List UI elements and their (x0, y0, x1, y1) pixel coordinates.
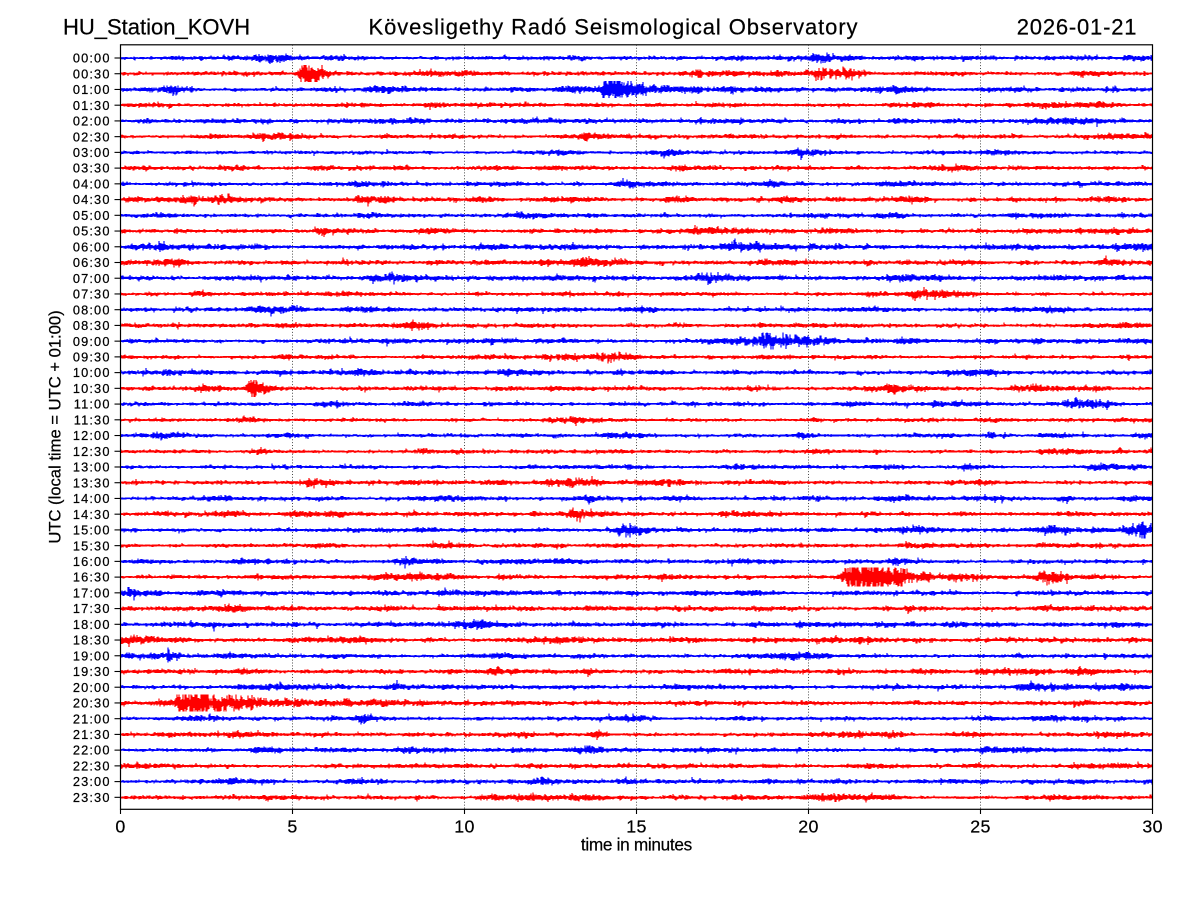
svg-text:time in minutes: time in minutes (581, 835, 692, 855)
svg-text:09:30: 09:30 (73, 349, 111, 364)
svg-text:10:00: 10:00 (73, 365, 111, 380)
svg-text:11:30: 11:30 (74, 412, 111, 427)
svg-text:07:00: 07:00 (73, 271, 111, 286)
svg-text:00:00: 00:00 (73, 51, 111, 66)
svg-text:01:30: 01:30 (73, 98, 111, 113)
svg-text:HU_Station_KOVH: HU_Station_KOVH (63, 15, 250, 40)
svg-text:08:30: 08:30 (73, 318, 111, 333)
svg-text:02:30: 02:30 (73, 129, 111, 144)
svg-text:15:30: 15:30 (73, 538, 111, 553)
svg-text:12:00: 12:00 (73, 428, 111, 443)
svg-text:23:00: 23:00 (73, 774, 111, 789)
svg-text:13:30: 13:30 (73, 475, 111, 490)
svg-text:05:30: 05:30 (73, 224, 111, 239)
svg-text:14:00: 14:00 (73, 491, 111, 506)
svg-text:12:30: 12:30 (73, 444, 111, 459)
svg-text:14:30: 14:30 (73, 507, 111, 522)
svg-text:22:30: 22:30 (73, 758, 111, 773)
svg-text:19:00: 19:00 (73, 648, 111, 663)
svg-text:09:00: 09:00 (73, 334, 111, 349)
svg-text:05:00: 05:00 (73, 208, 111, 223)
svg-text:11:00: 11:00 (74, 397, 111, 412)
svg-text:21:30: 21:30 (73, 727, 111, 742)
svg-text:16:00: 16:00 (73, 554, 111, 569)
svg-text:23:30: 23:30 (73, 790, 111, 805)
svg-text:30: 30 (1142, 817, 1163, 837)
svg-text:01:00: 01:00 (73, 82, 111, 97)
svg-text:5: 5 (287, 817, 297, 837)
svg-text:03:30: 03:30 (73, 161, 111, 176)
svg-text:02:00: 02:00 (73, 114, 111, 129)
svg-text:10:30: 10:30 (73, 381, 111, 396)
svg-text:08:00: 08:00 (73, 302, 111, 317)
svg-text:10: 10 (454, 817, 475, 837)
svg-text:18:30: 18:30 (73, 633, 111, 648)
svg-text:07:30: 07:30 (73, 287, 111, 302)
svg-text:20:30: 20:30 (73, 696, 111, 711)
svg-text:06:30: 06:30 (73, 255, 111, 270)
svg-text:22:00: 22:00 (73, 743, 111, 758)
svg-text:2026-01-21: 2026-01-21 (1017, 15, 1138, 40)
svg-text:20:00: 20:00 (73, 680, 111, 695)
svg-text:16:30: 16:30 (73, 570, 111, 585)
svg-text:00:30: 00:30 (73, 66, 111, 81)
svg-text:15:00: 15:00 (73, 523, 111, 538)
svg-text:17:30: 17:30 (73, 601, 111, 616)
svg-text:06:00: 06:00 (73, 239, 111, 254)
svg-text:04:30: 04:30 (73, 192, 111, 207)
svg-text:19:30: 19:30 (73, 664, 111, 679)
svg-text:UTC (local time = UTC + 01:00): UTC (local time = UTC + 01:00) (46, 310, 65, 543)
svg-text:17:00: 17:00 (73, 585, 111, 600)
svg-text:20: 20 (798, 817, 819, 837)
svg-text:18:00: 18:00 (73, 617, 111, 632)
svg-text:0: 0 (115, 817, 125, 837)
svg-text:Kövesligethy Radó Seismologica: Kövesligethy Radó Seismological Observat… (369, 15, 859, 40)
svg-text:25: 25 (970, 817, 991, 837)
svg-text:03:00: 03:00 (73, 145, 111, 160)
svg-text:04:00: 04:00 (73, 176, 111, 191)
svg-text:21:00: 21:00 (73, 711, 111, 726)
svg-text:15: 15 (626, 817, 647, 837)
svg-text:13:00: 13:00 (73, 460, 111, 475)
